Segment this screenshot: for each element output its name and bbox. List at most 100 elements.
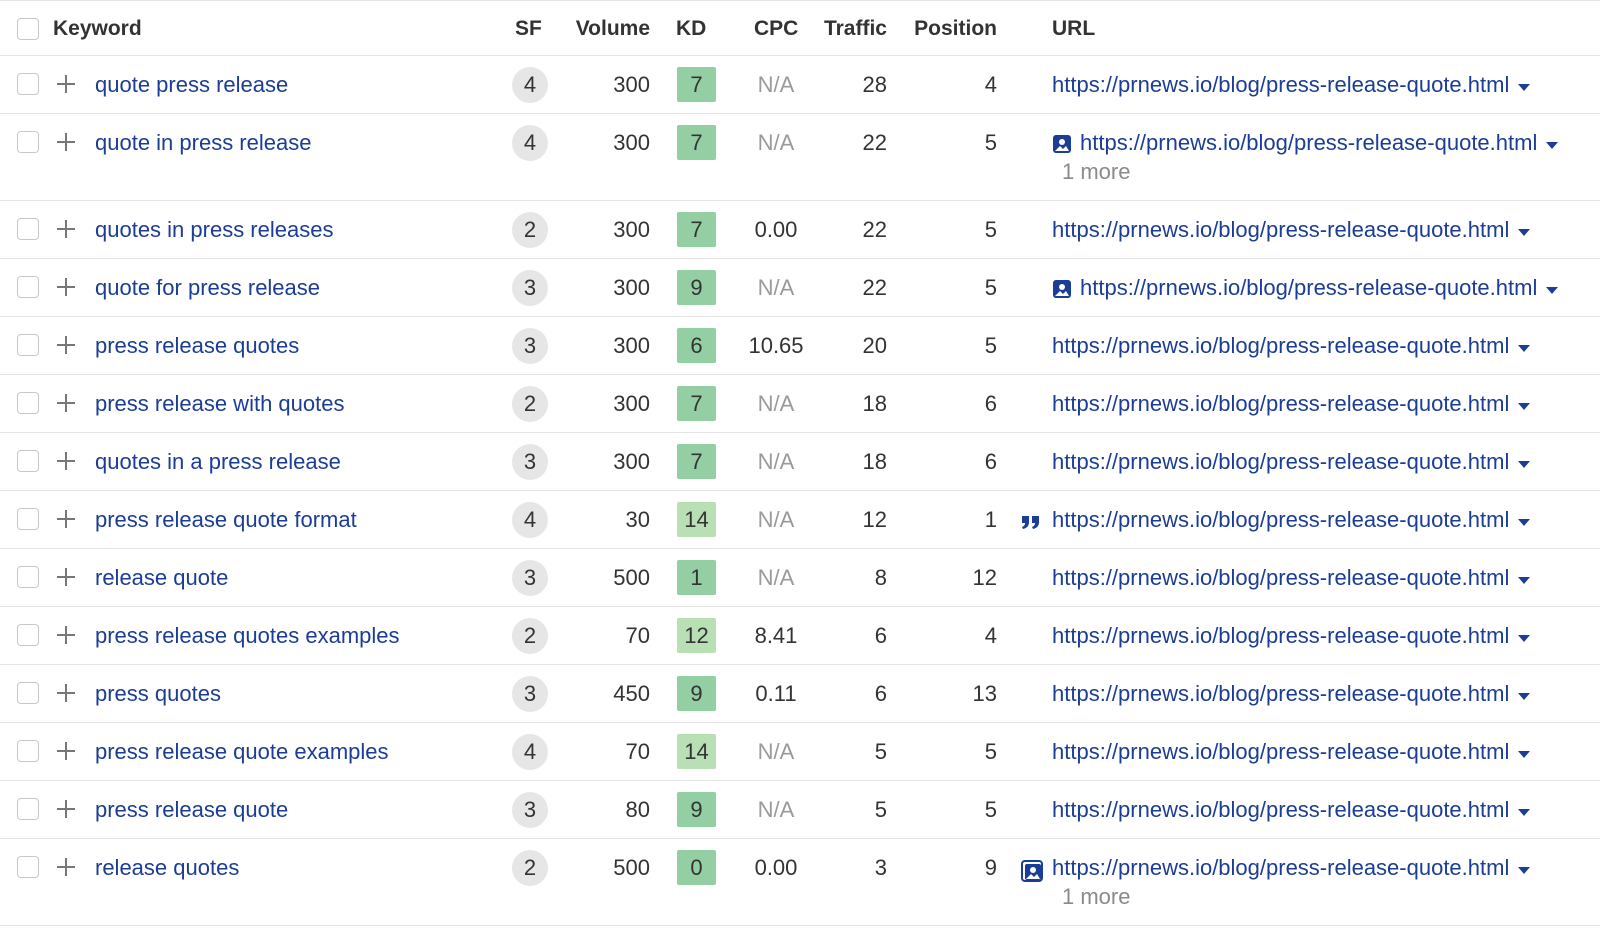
url-cell: https://prnews.io/blog/press-release-quo… <box>1052 781 1592 838</box>
column-header[interactable]: CPC <box>754 17 799 40</box>
column-header[interactable]: SF <box>515 17 542 40</box>
cpc: N/A <box>757 565 795 590</box>
dropdown-arrow[interactable] <box>1517 575 1531 585</box>
column-header[interactable]: Keyword <box>53 17 142 40</box>
keyword-row: quote for press release 3 300 9 N/A 22 5 https:… <box>0 259 1600 317</box>
dropdown-arrow[interactable] <box>1517 691 1531 701</box>
dropdown-arrow[interactable] <box>1517 865 1531 875</box>
url-link[interactable]: https://prnews.io/blog/press-release-quo… <box>1052 681 1510 706</box>
row-checkbox[interactable] <box>17 624 39 646</box>
add-button <box>57 626 75 644</box>
dropdown-arrow[interactable] <box>1517 517 1531 527</box>
url-link[interactable]: https://prnews.io/blog/press-release-quo… <box>1052 391 1510 416</box>
cpc: N/A <box>757 507 795 532</box>
column-header[interactable]: Traffic <box>823 17 887 40</box>
image-icon <box>1053 280 1071 298</box>
volume: 500 <box>613 565 650 590</box>
keyword-link[interactable]: press release quote <box>95 797 289 822</box>
dropdown-arrow[interactable] <box>1517 227 1531 237</box>
add-button <box>57 452 75 470</box>
row-checkbox[interactable] <box>17 682 39 704</box>
row-checkbox[interactable] <box>17 856 39 878</box>
keyword-link[interactable]: release quote <box>95 565 229 590</box>
row-checkbox[interactable] <box>17 798 39 820</box>
row-checkbox[interactable] <box>17 73 39 95</box>
add-button <box>57 800 75 818</box>
url-link[interactable]: https://prnews.io/blog/press-release-quo… <box>1052 507 1510 532</box>
add-button <box>57 278 75 296</box>
sf-badge: 2 <box>512 212 548 248</box>
keyword-link[interactable]: press release quote examples <box>95 739 389 764</box>
image-icon <box>1053 135 1071 153</box>
row-checkbox[interactable] <box>17 508 39 530</box>
kd-badge: 7 <box>677 212 716 247</box>
keyword-row: press release quote 3 80 9 N/A 5 5 https://prne… <box>0 781 1600 839</box>
row-checkbox[interactable] <box>17 740 39 762</box>
url-link[interactable]: https://prnews.io/blog/press-release-quo… <box>1052 449 1510 474</box>
more-link[interactable]: 1 more <box>1062 884 1131 909</box>
url-link[interactable]: https://prnews.io/blog/press-release-quo… <box>1052 797 1510 822</box>
row-checkbox[interactable] <box>17 276 39 298</box>
dropdown-arrow[interactable] <box>1517 82 1531 92</box>
row-checkbox[interactable] <box>17 450 39 472</box>
row-checkbox[interactable] <box>17 392 39 414</box>
keyword-link[interactable]: press release quotes <box>95 333 300 358</box>
position: 5 <box>984 739 997 764</box>
url-cell: https://prnews.io/blog/press-release-quo… <box>1052 114 1592 200</box>
kd-badge: 9 <box>677 792 716 827</box>
keyword-link[interactable]: press release quotes examples <box>95 623 400 648</box>
column-header[interactable]: Position <box>914 17 997 40</box>
more-link[interactable]: 1 more <box>1062 159 1131 184</box>
dropdown-arrow[interactable] <box>1517 343 1531 353</box>
dropdown-arrow[interactable] <box>1545 140 1559 150</box>
keyword-link[interactable]: quote in press release <box>95 130 312 155</box>
kd-badge: 7 <box>677 386 716 421</box>
url-cell: https://prnews.io/blog/press-release-quo… <box>1052 839 1592 925</box>
add-button <box>57 75 75 93</box>
url-cell: https://prnews.io/blog/press-release-quo… <box>1052 549 1592 606</box>
cpc: 8.41 <box>754 623 798 648</box>
keyword-link[interactable]: release quotes <box>95 855 240 880</box>
volume: 300 <box>613 333 650 358</box>
row-checkbox[interactable] <box>17 334 39 356</box>
keyword-link[interactable]: press release with quotes <box>95 391 345 416</box>
keyword-link[interactable]: quote press release <box>95 72 289 97</box>
keyword-link[interactable]: press release quote format <box>95 507 357 532</box>
dropdown-arrow[interactable] <box>1517 401 1531 411</box>
dropdown-arrow[interactable] <box>1517 807 1531 817</box>
sf-badge: 3 <box>512 270 548 306</box>
kd-badge: 7 <box>677 125 716 160</box>
row-checkbox[interactable] <box>17 131 39 153</box>
url-link[interactable]: https://prnews.io/blog/press-release-quo… <box>1052 565 1510 590</box>
add-button <box>57 568 75 586</box>
sf-badge: 2 <box>512 386 548 422</box>
row-checkbox[interactable] <box>17 566 39 588</box>
cpc: N/A <box>757 449 795 474</box>
dropdown-arrow[interactable] <box>1545 285 1559 295</box>
url-link[interactable]: https://prnews.io/blog/press-release-quo… <box>1052 333 1510 358</box>
sf-badge: 2 <box>512 850 548 886</box>
column-header[interactable]: URL <box>1052 17 1096 40</box>
keyword-link[interactable]: quote for press release <box>95 275 321 300</box>
url-link[interactable]: https://prnews.io/blog/press-release-quo… <box>1052 217 1510 242</box>
dropdown-arrow[interactable] <box>1517 749 1531 759</box>
select-all-checkbox[interactable] <box>17 18 39 40</box>
keyword-link[interactable]: quotes in a press release <box>95 449 341 474</box>
url-link[interactable]: https://prnews.io/blog/press-release-quo… <box>1052 72 1510 97</box>
url-link[interactable]: https://prnews.io/blog/press-release-quo… <box>1052 623 1510 648</box>
position: 5 <box>984 275 997 300</box>
sf-badge: 4 <box>512 67 548 103</box>
keyword-link[interactable]: press quotes <box>95 681 221 706</box>
dropdown-arrow[interactable] <box>1517 459 1531 469</box>
column-header[interactable]: KD <box>676 17 707 40</box>
keyword-link[interactable]: quotes in press releases <box>95 217 334 242</box>
url-link[interactable]: https://prnews.io/blog/press-release-quo… <box>1052 739 1510 764</box>
column-header[interactable]: Volume <box>575 17 650 40</box>
quote-icon <box>1022 516 1039 529</box>
dropdown-arrow[interactable] <box>1517 633 1531 643</box>
url-link[interactable]: https://prnews.io/blog/press-release-quo… <box>1080 275 1538 300</box>
url-link[interactable]: https://prnews.io/blog/press-release-quo… <box>1052 855 1510 880</box>
row-checkbox[interactable] <box>17 218 39 240</box>
position: 12 <box>972 565 997 590</box>
url-link[interactable]: https://prnews.io/blog/press-release-quo… <box>1080 130 1538 155</box>
